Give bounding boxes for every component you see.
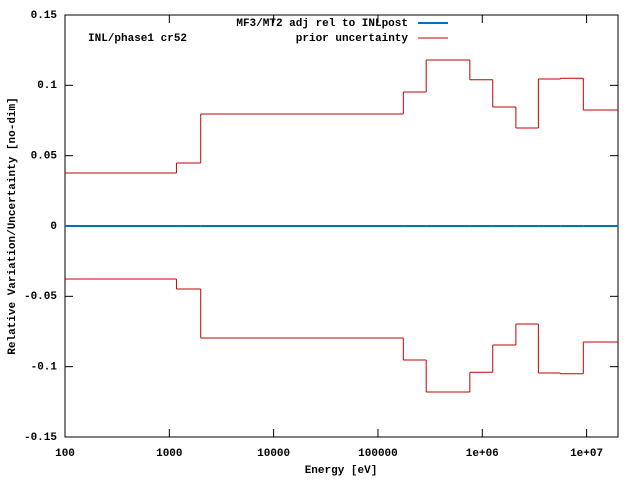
x-tick-label: 1000 [156,448,182,460]
x-axis-label: Energy [eV] [305,465,378,477]
y-tick-label: -0.15 [24,432,57,444]
x-tick-label: 1e+07 [570,448,603,460]
y-tick-label: 0.1 [37,80,57,92]
x-tick-label: 10000 [257,448,290,460]
y-axis-label: Relative Variation/Uncertainty [no-dim] [7,97,19,354]
annotation: INL/phase1 cr52 [88,33,187,45]
x-tick-label: 100000 [358,448,398,460]
legend-label: prior uncertainty [296,33,409,45]
y-tick-label: 0.15 [31,10,58,22]
y-tick-label: -0.1 [31,362,58,374]
y-tick-label: 0 [50,221,57,233]
x-tick-label: 100 [55,448,75,460]
y-tick-label: 0.05 [31,151,58,163]
y-tick-label: -0.05 [24,291,57,303]
legend-label: MF3/MT2 adj rel to INLpost [236,18,408,30]
x-tick-label: 1e+06 [466,448,499,460]
